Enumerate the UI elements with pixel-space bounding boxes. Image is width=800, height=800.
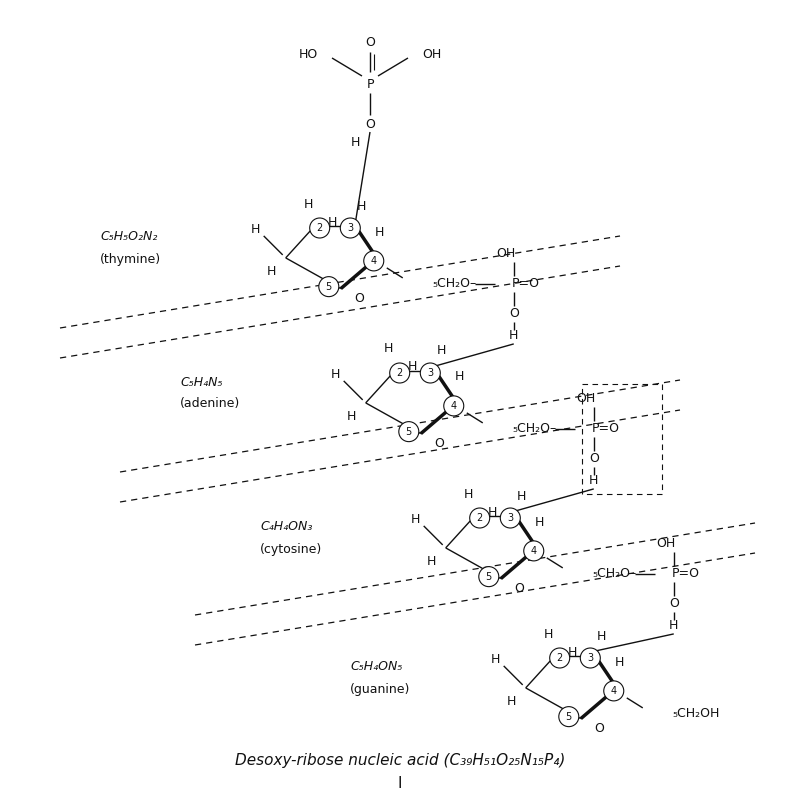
Text: H: H — [534, 515, 544, 529]
Text: H: H — [669, 619, 678, 632]
Text: H: H — [509, 330, 518, 342]
Text: H: H — [437, 345, 446, 358]
Text: H: H — [597, 630, 606, 642]
Text: 4: 4 — [370, 256, 377, 266]
Text: P=O: P=O — [512, 278, 540, 290]
Circle shape — [444, 396, 464, 416]
Text: OH: OH — [422, 47, 442, 61]
Text: H: H — [304, 198, 314, 210]
Text: C₄H₄ON₃: C₄H₄ON₃ — [260, 521, 312, 534]
Text: H: H — [411, 514, 420, 526]
Text: P=O: P=O — [672, 567, 700, 581]
Text: OH: OH — [656, 538, 675, 550]
Text: O: O — [354, 292, 364, 305]
Text: H: H — [491, 654, 500, 666]
Text: H: H — [350, 137, 360, 150]
Text: (adenine): (adenine) — [180, 398, 240, 410]
Circle shape — [500, 508, 520, 528]
Text: H: H — [374, 226, 384, 238]
Text: C₅H₅O₂N₂: C₅H₅O₂N₂ — [100, 230, 158, 243]
Circle shape — [364, 251, 384, 271]
Text: (thymine): (thymine) — [100, 253, 161, 266]
Text: (cytosine): (cytosine) — [260, 542, 322, 555]
Circle shape — [604, 681, 624, 701]
Text: H: H — [568, 646, 578, 658]
Text: H: H — [464, 487, 474, 501]
Circle shape — [310, 218, 330, 238]
Text: 5: 5 — [486, 572, 492, 582]
Circle shape — [398, 422, 419, 442]
Text: Desoxy-ribose nucleic acid (C₃₉H₅₁O₂₅N₁₅P₄): Desoxy-ribose nucleic acid (C₃₉H₅₁O₂₅N₁₅… — [235, 753, 565, 767]
Text: 2: 2 — [397, 368, 403, 378]
Text: O: O — [509, 307, 518, 320]
Text: O: O — [434, 437, 444, 450]
Text: H: H — [517, 490, 526, 502]
Text: O: O — [669, 598, 678, 610]
Circle shape — [550, 648, 570, 668]
Text: I: I — [398, 777, 402, 791]
Text: H: H — [427, 555, 436, 568]
Text: 4: 4 — [530, 546, 537, 556]
Text: O: O — [594, 722, 604, 735]
Circle shape — [558, 706, 578, 726]
Circle shape — [318, 277, 339, 297]
Text: H: H — [251, 223, 260, 237]
Text: 2: 2 — [317, 223, 323, 233]
Circle shape — [470, 508, 490, 528]
Text: H: H — [454, 370, 464, 383]
Text: 5: 5 — [326, 282, 332, 292]
Text: 3: 3 — [507, 513, 514, 523]
Text: H: H — [488, 506, 498, 518]
Text: H: H — [408, 361, 418, 374]
Text: 5: 5 — [406, 426, 412, 437]
Text: H: H — [357, 199, 366, 213]
Text: P=O: P=O — [592, 422, 620, 435]
Text: ₅CH₂O–: ₅CH₂O– — [433, 278, 477, 290]
Text: H: H — [328, 215, 338, 229]
Text: H: H — [614, 655, 624, 669]
Text: ₅CH₂OH: ₅CH₂OH — [673, 707, 720, 720]
Text: 5: 5 — [566, 712, 572, 722]
Text: (guanine): (guanine) — [350, 682, 410, 695]
Text: 4: 4 — [450, 401, 457, 411]
Text: C₅H₄ON₅: C₅H₄ON₅ — [350, 661, 402, 674]
Text: ₅CH₂O–: ₅CH₂O– — [593, 567, 637, 581]
Text: O: O — [365, 118, 375, 130]
Text: OH: OH — [576, 392, 595, 406]
Text: H: H — [267, 266, 276, 278]
Text: OH: OH — [496, 247, 515, 261]
Text: ₅CH₂O–: ₅CH₂O– — [513, 422, 557, 435]
Circle shape — [524, 541, 544, 561]
Text: 2: 2 — [557, 653, 563, 663]
Text: O: O — [514, 582, 524, 595]
Text: H: H — [331, 368, 340, 382]
Text: 4: 4 — [610, 686, 617, 696]
Circle shape — [340, 218, 360, 238]
Text: H: H — [589, 474, 598, 487]
Text: 3: 3 — [587, 653, 594, 663]
Text: H: H — [384, 342, 394, 355]
Circle shape — [390, 363, 410, 383]
Text: P: P — [366, 78, 374, 91]
Text: 2: 2 — [477, 513, 483, 523]
Text: H: H — [544, 627, 554, 641]
Text: HO: HO — [298, 47, 318, 61]
Circle shape — [580, 648, 600, 668]
Text: H: H — [507, 695, 516, 709]
Text: O: O — [589, 452, 598, 466]
Text: 3: 3 — [427, 368, 434, 378]
Text: O: O — [365, 35, 375, 49]
Text: C₅H₄N₅: C₅H₄N₅ — [180, 375, 222, 389]
Circle shape — [420, 363, 440, 383]
Text: 3: 3 — [347, 223, 354, 233]
Circle shape — [478, 566, 499, 586]
Text: H: H — [347, 410, 356, 423]
